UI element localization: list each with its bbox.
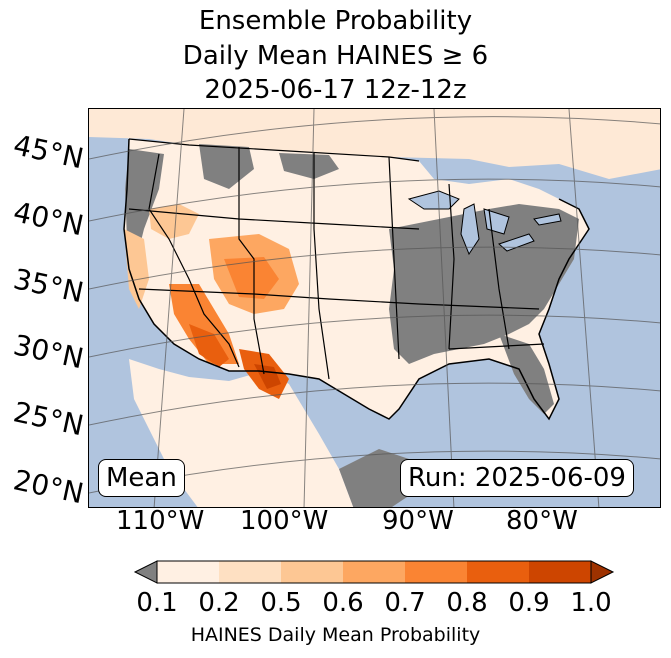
arizona-high: [169, 284, 239, 364]
title-line-1: Ensemble Probability: [198, 6, 473, 36]
yucatan-masked: [339, 449, 419, 507]
lake-ontario: [533, 213, 562, 226]
great-basin-high: [149, 204, 199, 239]
title-line-2: Daily Mean HAINES ≥ 6: [182, 41, 489, 71]
colorbar-bin-0.1-0.2: [157, 561, 220, 583]
four-corners-very-high: [224, 257, 279, 299]
lon-label-80: 80°W: [506, 506, 578, 536]
lake-michigan: [460, 203, 480, 256]
colorbar-bin-0.8-0.9: [467, 561, 530, 583]
canada-land: [89, 109, 660, 179]
lon-label-90: 90°W: [382, 506, 454, 536]
colorbar-bin-0.9-1.0: [529, 561, 592, 583]
colorbar-bin-0.7-0.8: [405, 561, 468, 583]
colorbar-tick-0.2: 0.2: [198, 588, 240, 618]
colorbar-label: HAINES Daily Mean Probability: [190, 624, 481, 646]
lon-label-100: 100°W: [240, 506, 329, 536]
northern-rockies-masked: [199, 144, 254, 189]
colorbar-bin-0.2-0.5: [219, 561, 282, 583]
lon-label-110: 110°W: [116, 506, 205, 536]
colorbar-over-arrow: [590, 560, 615, 584]
east-masked-region: [389, 204, 579, 364]
west-texas-extreme: [254, 364, 281, 389]
parallel-30: [89, 314, 660, 358]
mean-label: Mean: [98, 459, 185, 497]
colorbar-tick-0.6: 0.6: [322, 588, 364, 618]
meridian-110: [153, 109, 185, 507]
map-panel: [88, 108, 661, 508]
graticule: [89, 109, 660, 507]
colorbar-tick-0.7: 0.7: [384, 588, 426, 618]
colorbar-tick-0.5: 0.5: [260, 588, 302, 618]
colorbar-outline: [156, 560, 592, 584]
colorbar-tick-0.8: 0.8: [446, 588, 488, 618]
colorbar-tick-1.0: 1.0: [570, 588, 612, 618]
map-svg: [89, 109, 660, 507]
coastline: [123, 138, 590, 421]
colorbar-under-arrow: [133, 560, 158, 584]
colorbar-tick-0.9: 0.9: [508, 588, 550, 618]
state-boundaries: [128, 138, 545, 380]
meridian-100: [303, 109, 315, 507]
parallel-40: [89, 178, 660, 222]
parallel-45: [89, 116, 660, 160]
north-plains-masked: [279, 153, 339, 179]
title-line-3: 2025-06-17 12z-12z: [204, 75, 467, 105]
meridian-80: [568, 109, 600, 507]
florida-masked: [499, 334, 554, 414]
arizona-very-high: [189, 324, 229, 367]
run-label: Run: 2025-06-09: [400, 459, 634, 497]
colorbar-bin-0.6-0.7: [343, 561, 406, 583]
lake-superior: [407, 190, 460, 210]
meridian-90: [433, 109, 455, 507]
parallel-25: [89, 382, 660, 426]
colorbar: [133, 560, 615, 584]
parallel-35: [89, 246, 660, 290]
mexico-land: [129, 359, 354, 507]
colorbar-bin-0.5-0.6: [281, 561, 344, 583]
colorbar-tick-0.1: 0.1: [136, 588, 178, 618]
